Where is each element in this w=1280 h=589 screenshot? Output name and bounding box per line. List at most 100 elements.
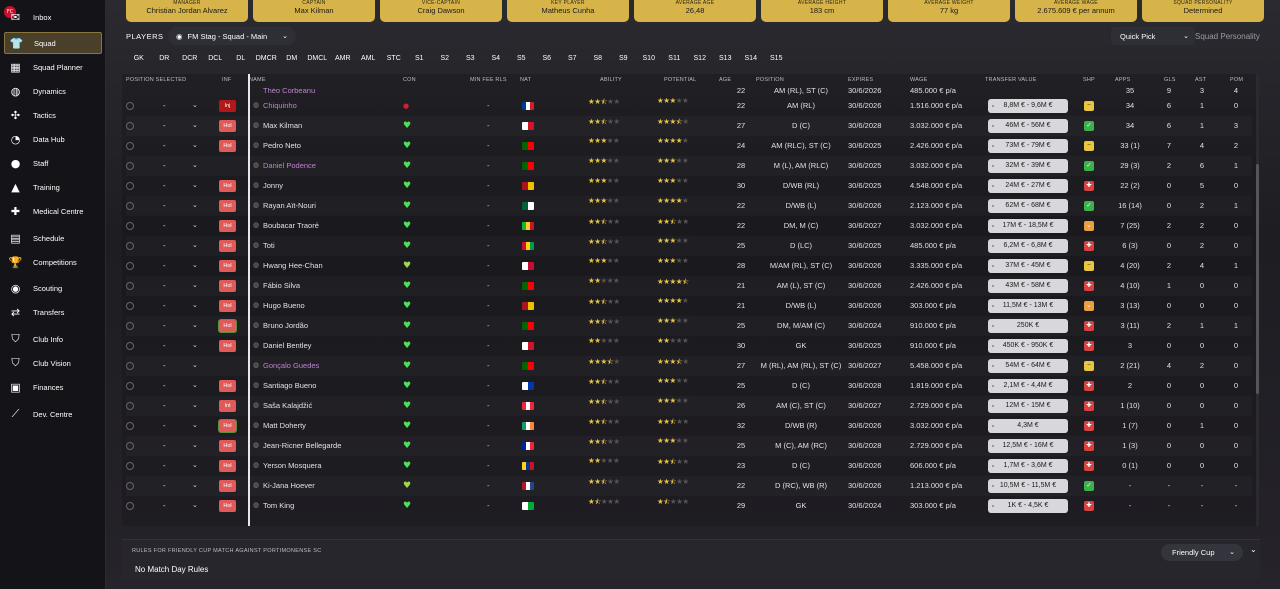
view-dropdown[interactable]: ◉ FM Stag - Squad - Main ⌄ bbox=[168, 27, 296, 45]
select-checkbox[interactable] bbox=[126, 242, 134, 250]
select-checkbox[interactable] bbox=[126, 342, 134, 350]
tab-aml[interactable]: AML bbox=[361, 55, 376, 62]
player-name[interactable]: Gonçalo Guedes bbox=[263, 361, 320, 370]
tab-s11[interactable]: S11 bbox=[668, 55, 681, 62]
player-name[interactable]: Jonny bbox=[263, 181, 284, 190]
table-row[interactable]: - ⌄ Hol ◍ Rayan Aït-Nouri ♥ - ★★★★★ ★★★★★ 22 D/WB … bbox=[126, 196, 1252, 216]
player-name[interactable]: Yerson Mosquera bbox=[263, 461, 322, 470]
scrollbar-thumb[interactable] bbox=[1256, 164, 1259, 394]
player-name[interactable]: Hwang Hee-Chan bbox=[263, 261, 323, 270]
competition-dropdown[interactable]: Friendly Cup ⌄ bbox=[1161, 544, 1243, 561]
tab-s13[interactable]: S13 bbox=[719, 55, 732, 62]
col-expires[interactable]: EXPIRES bbox=[848, 77, 874, 83]
position-select-chevron-icon[interactable]: ⌄ bbox=[192, 122, 198, 129]
player-name[interactable]: Max Kilman bbox=[263, 121, 303, 130]
tab-amr[interactable]: AMR bbox=[334, 55, 351, 62]
position-select-chevron-icon[interactable]: ⌄ bbox=[192, 182, 198, 189]
tab-s14[interactable]: S14 bbox=[744, 55, 757, 62]
table-row[interactable]: - ⌄ Hol ◍ Fábio Silva ♥ - ★★★★★ ★★★★⯪ 21 AM (L), S… bbox=[126, 276, 1252, 296]
select-checkbox[interactable] bbox=[126, 302, 134, 310]
sidebar-item-club-info[interactable]: ⛉ Club Info bbox=[4, 328, 102, 350]
player-name[interactable]: Hugo Bueno bbox=[263, 301, 305, 310]
position-select-chevron-icon[interactable]: ⌄ bbox=[192, 202, 198, 209]
collapse-icon[interactable]: ⌄ bbox=[1250, 545, 1257, 554]
tab-s7[interactable]: S7 bbox=[567, 55, 577, 62]
tab-s15[interactable]: S15 bbox=[770, 55, 783, 62]
col-nat[interactable]: NAT bbox=[520, 77, 532, 83]
select-checkbox[interactable] bbox=[126, 362, 134, 370]
select-checkbox[interactable] bbox=[126, 402, 134, 410]
sidebar-item-inbox[interactable]: ✉ Inbox bbox=[4, 6, 102, 28]
tab-s6[interactable]: S6 bbox=[542, 55, 552, 62]
table-row[interactable]: - ⌄ Hol ◍ Bruno Jordão ♥ - ★★⯪★★ ★★★★★ 25 DM, M/AM… bbox=[126, 316, 1252, 336]
col-position-selected[interactable]: POSITION SELECTED bbox=[126, 77, 187, 83]
table-row[interactable]: - ⌄ Int ◍ Saša Kalajdžić ♥ - ★★⯪★★ ★★★★★ 26 AM (C)… bbox=[126, 396, 1252, 416]
player-name[interactable]: Daniel Bentley bbox=[263, 341, 312, 350]
table-row-partial[interactable]: Théo Corbeanu 22 AM (RL), ST (C) 30/6/2026 4… bbox=[126, 88, 1252, 96]
tab-s4[interactable]: S4 bbox=[491, 55, 501, 62]
col-apps[interactable]: APPS bbox=[1115, 77, 1131, 83]
col-position[interactable]: POSITION bbox=[756, 77, 784, 83]
table-row[interactable]: - ⌄ Hol ◍ Matt Doherty ♥ - ★★⯪★★ ★★⯪★★ 32 D/WB (R)… bbox=[126, 416, 1252, 436]
player-name[interactable]: Daniel Podence bbox=[263, 161, 316, 170]
table-row[interactable]: - ⌄ Hol ◍ Jonny ♥ - ★★★★★ ★★★★★ 30 D/WB (RL) 30/6/2… bbox=[126, 176, 1252, 196]
quick-pick-dropdown[interactable]: Quick Pick ⌄ bbox=[1111, 27, 1195, 45]
sidebar-item-squad[interactable]: 👕 Squad bbox=[4, 32, 102, 54]
position-select-chevron-icon[interactable]: ⌄ bbox=[192, 322, 198, 329]
tab-s12[interactable]: S12 bbox=[693, 55, 706, 62]
position-select-chevron-icon[interactable]: ⌄ bbox=[192, 402, 198, 409]
col-con[interactable]: CON bbox=[403, 77, 416, 83]
player-name[interactable]: Toti bbox=[263, 241, 275, 250]
col-min-fee[interactable]: MIN FEE RLS bbox=[470, 77, 507, 83]
position-select-chevron-icon[interactable]: ⌄ bbox=[192, 462, 198, 469]
position-select-chevron-icon[interactable]: ⌄ bbox=[192, 262, 198, 269]
col-pom[interactable]: POM bbox=[1230, 77, 1244, 83]
table-row[interactable]: - ⌄ Hol ◍ Yerson Mosquera ♥ - ★★★★★ ★★⯪★★ 23 D (C)… bbox=[126, 456, 1252, 476]
tab-dcr[interactable]: DCR bbox=[182, 55, 198, 62]
club-logo[interactable]: FC bbox=[4, 6, 16, 18]
position-select-chevron-icon[interactable]: ⌄ bbox=[192, 482, 198, 489]
player-name[interactable]: Bruno Jordão bbox=[263, 321, 309, 330]
sidebar-item-staff[interactable]: ● Staff bbox=[4, 152, 102, 174]
table-row[interactable]: - ⌄ Hol ◍ Jean-Ricner Bellegarde ♥ - ★★⯪★★ ★★★★★… bbox=[126, 436, 1252, 456]
tab-s3[interactable]: S3 bbox=[465, 55, 475, 62]
select-checkbox[interactable] bbox=[126, 282, 134, 290]
sidebar-item-club-vision[interactable]: ⛉ Club Vision bbox=[4, 352, 102, 374]
col-wage[interactable]: WAGE bbox=[910, 77, 928, 83]
select-checkbox[interactable] bbox=[126, 202, 134, 210]
position-select-chevron-icon[interactable]: ⌄ bbox=[192, 442, 198, 449]
table-row[interactable]: - ⌄ Hol ◍ Hugo Bueno ♥ - ★★⯪★★ ★★★★★ 21 D/WB (L) 30… bbox=[126, 296, 1252, 316]
sidebar-item-dev-centre[interactable]: ⟋ Dev. Centre bbox=[4, 403, 102, 425]
tab-gk[interactable]: GK bbox=[133, 55, 144, 62]
table-row[interactable]: - ⌄ Inj ◍ Chiquinho ● - ★★⯪★★ ★★★★★ 22 AM (RL) 30/6… bbox=[126, 96, 1252, 116]
select-checkbox[interactable] bbox=[126, 122, 134, 130]
tab-dmcr[interactable]: DMCR bbox=[255, 55, 277, 62]
col-age[interactable]: AGE bbox=[719, 77, 732, 83]
position-select-chevron-icon[interactable]: ⌄ bbox=[192, 342, 198, 349]
table-row[interactable]: - ⌄ Hol ◍ Pedro Neto ♥ - ★★★★★ ★★★★★ 24 AM (RLC), … bbox=[126, 136, 1252, 156]
table-row[interactable]: - ⌄ Hol ◍ Toti ♥ - ★★⯪★★ ★★★★★ 25 D (LC) 30/6/2025 4… bbox=[126, 236, 1252, 256]
position-select-chevron-icon[interactable]: ⌄ bbox=[192, 362, 198, 369]
select-checkbox[interactable] bbox=[126, 262, 134, 270]
select-checkbox[interactable] bbox=[126, 382, 134, 390]
tab-dcl[interactable]: DCL bbox=[208, 55, 223, 62]
sidebar-item-transfers[interactable]: ⇄ Transfers bbox=[4, 301, 102, 323]
select-checkbox[interactable] bbox=[126, 322, 134, 330]
select-checkbox[interactable] bbox=[126, 182, 134, 190]
table-row[interactable]: - ⌄ Hol ◍ Tom King ♥ - ★⯪★★★ ★⯪★★★ 29 GK 30/6/2024 3… bbox=[126, 496, 1252, 516]
player-name[interactable]: Saša Kalajdžić bbox=[263, 401, 313, 410]
player-name[interactable]: Tom King bbox=[263, 501, 295, 510]
position-select-chevron-icon[interactable]: ⌄ bbox=[192, 302, 198, 309]
select-checkbox[interactable] bbox=[126, 502, 134, 510]
col-gls[interactable]: GLS bbox=[1164, 77, 1176, 83]
tab-dr[interactable]: DR bbox=[159, 55, 170, 62]
position-select-chevron-icon[interactable]: ⌄ bbox=[192, 142, 198, 149]
position-select-chevron-icon[interactable]: ⌄ bbox=[192, 502, 198, 509]
table-row[interactable]: - ⌄ Hol ◍ Max Kilman ♥ - ★★⯪★★ ★★★⯪★ 27 D (C) 30/6/… bbox=[126, 116, 1252, 136]
select-checkbox[interactable] bbox=[126, 102, 134, 110]
select-checkbox[interactable] bbox=[126, 422, 134, 430]
sidebar-item-finances[interactable]: ▣ Finances bbox=[4, 376, 102, 398]
position-select-chevron-icon[interactable]: ⌄ bbox=[192, 282, 198, 289]
table-row[interactable]: - ⌄ ◍ Daniel Podence ♥ - ★★★★★ ★★★★★ 28 M (L), AM… bbox=[126, 156, 1252, 176]
tab-s1[interactable]: S1 bbox=[414, 55, 424, 62]
